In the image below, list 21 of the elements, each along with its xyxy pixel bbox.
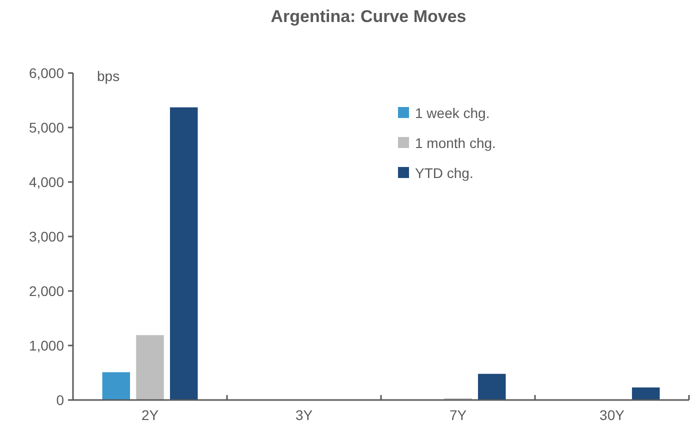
y-tick-label: 4,000 (28, 174, 64, 190)
bar (478, 374, 506, 400)
x-tick-label: 3Y (295, 407, 314, 423)
y-tick-label: 0 (56, 392, 64, 408)
bar (102, 372, 130, 400)
legend-label: YTD chg. (415, 164, 474, 181)
bar (136, 335, 164, 400)
x-tick-label: 30Y (600, 407, 626, 423)
y-tick-label: 1,000 (28, 337, 64, 354)
x-tick-label: 7Y (449, 407, 468, 423)
y-tick-label: 5,000 (28, 119, 64, 136)
x-tick-label: 2Y (141, 407, 160, 423)
bar (632, 387, 660, 400)
y-tick-label: 3,000 (28, 228, 64, 244)
legend-label: 1 week chg. (415, 104, 490, 121)
legend-label: 1 month chg. (415, 134, 496, 151)
y-tick-label: 6,000 (28, 64, 64, 81)
y-axis-title: bps (97, 68, 120, 84)
chart-title: Argentina: Curve Moves (270, 7, 466, 26)
bar (170, 107, 198, 400)
y-tick-label: 2,000 (28, 282, 64, 299)
